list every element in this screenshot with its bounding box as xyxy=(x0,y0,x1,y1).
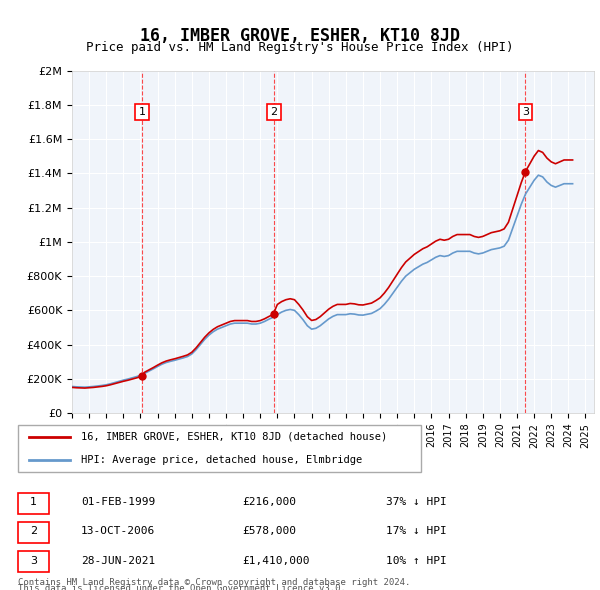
Text: 3: 3 xyxy=(30,556,37,566)
Text: 28-JUN-2021: 28-JUN-2021 xyxy=(81,556,155,566)
Text: 1: 1 xyxy=(30,497,37,507)
Text: This data is licensed under the Open Government Licence v3.0.: This data is licensed under the Open Gov… xyxy=(18,584,346,590)
FancyBboxPatch shape xyxy=(18,493,49,514)
FancyBboxPatch shape xyxy=(18,551,49,572)
Text: 01-FEB-1999: 01-FEB-1999 xyxy=(81,497,155,507)
Text: 13-OCT-2006: 13-OCT-2006 xyxy=(81,526,155,536)
Text: 3: 3 xyxy=(522,107,529,117)
Text: £216,000: £216,000 xyxy=(242,497,296,507)
FancyBboxPatch shape xyxy=(18,425,421,472)
Text: Price paid vs. HM Land Registry's House Price Index (HPI): Price paid vs. HM Land Registry's House … xyxy=(86,41,514,54)
Text: 17% ↓ HPI: 17% ↓ HPI xyxy=(386,526,447,536)
Text: 37% ↓ HPI: 37% ↓ HPI xyxy=(386,497,447,507)
Text: 16, IMBER GROVE, ESHER, KT10 8JD (detached house): 16, IMBER GROVE, ESHER, KT10 8JD (detach… xyxy=(81,432,388,442)
Text: 2: 2 xyxy=(30,526,37,536)
Text: £1,410,000: £1,410,000 xyxy=(242,556,310,566)
Text: 2: 2 xyxy=(270,107,277,117)
Text: £578,000: £578,000 xyxy=(242,526,296,536)
Text: 10% ↑ HPI: 10% ↑ HPI xyxy=(386,556,447,566)
Text: 16, IMBER GROVE, ESHER, KT10 8JD: 16, IMBER GROVE, ESHER, KT10 8JD xyxy=(140,27,460,45)
Text: Contains HM Land Registry data © Crown copyright and database right 2024.: Contains HM Land Registry data © Crown c… xyxy=(18,578,410,587)
Text: 1: 1 xyxy=(139,107,145,117)
FancyBboxPatch shape xyxy=(18,522,49,543)
Text: HPI: Average price, detached house, Elmbridge: HPI: Average price, detached house, Elmb… xyxy=(81,455,362,465)
